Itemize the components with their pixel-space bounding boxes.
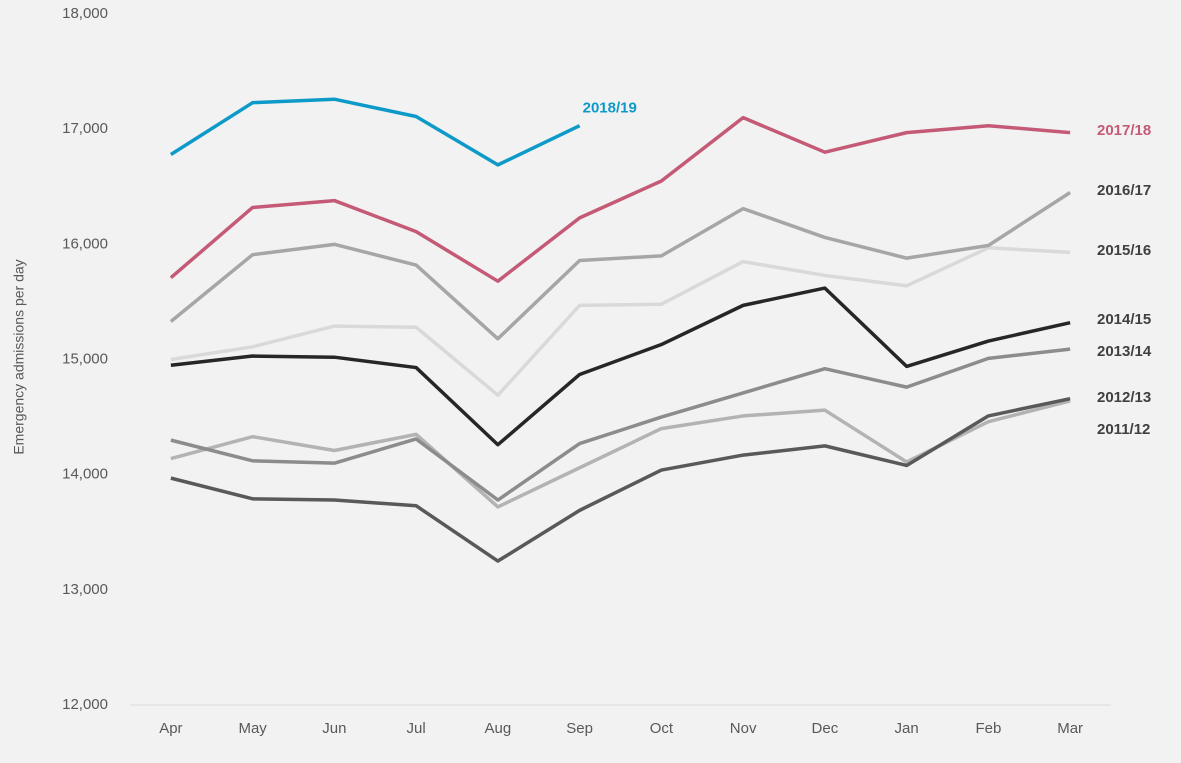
y-tick-label: 15,000 — [62, 350, 108, 367]
x-tick-label: Mar — [1057, 720, 1083, 737]
y-tick-label: 16,000 — [62, 235, 108, 252]
series-line — [169, 191, 1072, 341]
y-tick-label: 14,000 — [62, 466, 108, 483]
x-tick-label: Dec — [812, 720, 839, 737]
x-tick-label: Nov — [730, 720, 757, 737]
series-label: 2016/17 — [1097, 182, 1151, 199]
x-tick-label: Apr — [159, 720, 182, 737]
x-tick-label: Jun — [322, 720, 346, 737]
series-line — [169, 115, 1071, 283]
series-label: 2014/15 — [1097, 311, 1151, 328]
series-label: 2017/18 — [1097, 122, 1151, 139]
series-line — [170, 347, 1071, 502]
x-tick-label: Aug — [485, 720, 512, 737]
y-tick-label: 17,000 — [62, 120, 108, 137]
series-label: 2012/13 — [1097, 389, 1151, 406]
series-line — [169, 97, 581, 167]
series-label: 2011/12 — [1097, 421, 1150, 438]
x-tick-label: Jan — [895, 720, 919, 737]
series-line — [170, 396, 1071, 563]
y-tick-label: 13,000 — [62, 581, 108, 598]
y-tick-label: 12,000 — [62, 696, 108, 713]
x-tick-label: Jul — [407, 720, 426, 737]
series-label: 2015/16 — [1097, 242, 1151, 259]
x-tick-label: Oct — [650, 720, 674, 737]
series-label: 2013/14 — [1097, 343, 1152, 360]
x-tick-label: Feb — [975, 720, 1001, 737]
y-axis-label: Emergency admissions per day — [11, 259, 27, 454]
series-label: 2018/19 — [583, 100, 637, 117]
y-tick-label: 18,000 — [62, 5, 108, 22]
x-tick-label: May — [238, 720, 267, 737]
series-line — [170, 286, 1071, 447]
x-tick-label: Sep — [566, 720, 593, 737]
series-line — [170, 246, 1071, 397]
